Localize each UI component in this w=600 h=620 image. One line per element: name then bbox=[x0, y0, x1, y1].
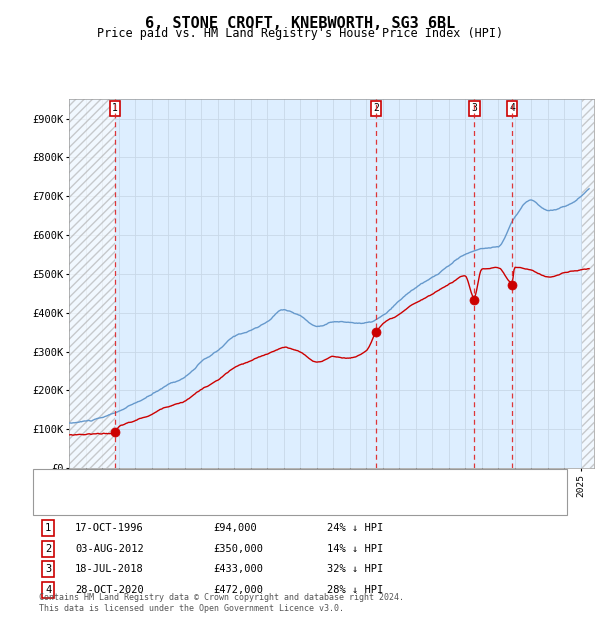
Text: 18-JUL-2018: 18-JUL-2018 bbox=[75, 564, 144, 574]
Text: 28% ↓ HPI: 28% ↓ HPI bbox=[327, 585, 383, 595]
Text: ——: —— bbox=[51, 494, 68, 507]
Text: 17-OCT-1996: 17-OCT-1996 bbox=[75, 523, 144, 533]
Bar bbox=[69, 99, 115, 468]
Text: 2: 2 bbox=[45, 544, 51, 554]
Text: 4: 4 bbox=[45, 585, 51, 595]
Bar bbox=[582, 99, 595, 468]
Text: 28-OCT-2020: 28-OCT-2020 bbox=[75, 585, 144, 595]
Text: Contains HM Land Registry data © Crown copyright and database right 2024.
This d: Contains HM Land Registry data © Crown c… bbox=[39, 593, 404, 613]
Text: £433,000: £433,000 bbox=[213, 564, 263, 574]
Text: 1: 1 bbox=[112, 103, 118, 113]
Text: 3: 3 bbox=[471, 103, 477, 113]
Text: 14% ↓ HPI: 14% ↓ HPI bbox=[327, 544, 383, 554]
Text: 6, STONE CROFT, KNEBWORTH, SG3 6BL (detached house): 6, STONE CROFT, KNEBWORTH, SG3 6BL (deta… bbox=[87, 478, 393, 488]
Text: 24% ↓ HPI: 24% ↓ HPI bbox=[327, 523, 383, 533]
Text: £94,000: £94,000 bbox=[213, 523, 257, 533]
Text: 32% ↓ HPI: 32% ↓ HPI bbox=[327, 564, 383, 574]
Text: £350,000: £350,000 bbox=[213, 544, 263, 554]
Text: £472,000: £472,000 bbox=[213, 585, 263, 595]
Text: HPI: Average price, detached house, North Hertfordshire: HPI: Average price, detached house, Nort… bbox=[87, 495, 417, 505]
Text: Price paid vs. HM Land Registry's House Price Index (HPI): Price paid vs. HM Land Registry's House … bbox=[97, 27, 503, 40]
Text: 03-AUG-2012: 03-AUG-2012 bbox=[75, 544, 144, 554]
Text: ——: —— bbox=[51, 476, 68, 490]
Text: 2: 2 bbox=[373, 103, 379, 113]
Text: 1: 1 bbox=[45, 523, 51, 533]
Text: 3: 3 bbox=[45, 564, 51, 574]
Text: 4: 4 bbox=[509, 103, 515, 113]
Text: 6, STONE CROFT, KNEBWORTH, SG3 6BL: 6, STONE CROFT, KNEBWORTH, SG3 6BL bbox=[145, 16, 455, 31]
